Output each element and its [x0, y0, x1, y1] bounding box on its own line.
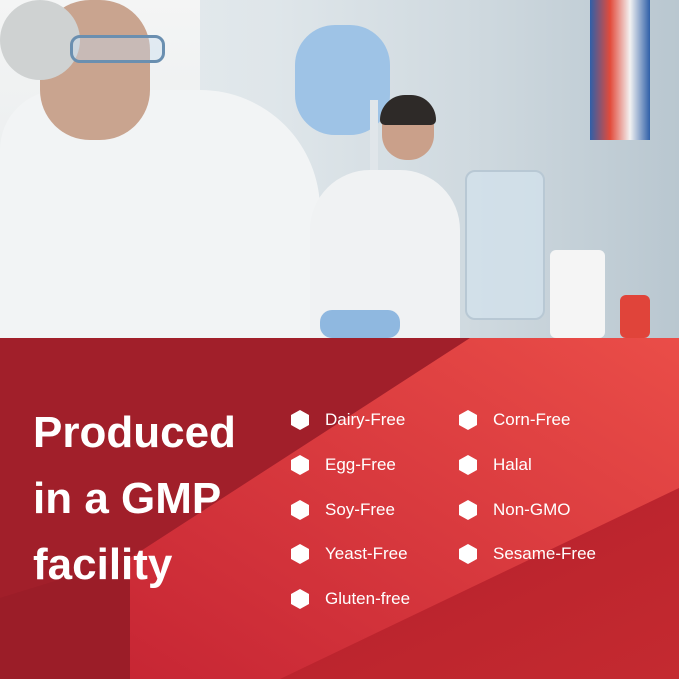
- hexagon-icon: [459, 500, 477, 520]
- diagonal-background-shapes: [0, 338, 679, 679]
- feature-yeast-free: Yeast-Free: [291, 544, 408, 564]
- feature-soy-free: Soy-Free: [291, 500, 395, 520]
- feature-corn-free: Corn-Free: [459, 410, 570, 430]
- feature-egg-free: Egg-Free: [291, 455, 396, 475]
- headline: Produced in a GMP facility: [33, 408, 236, 589]
- feature-label: Egg-Free: [325, 455, 396, 474]
- feature-label: Halal: [493, 455, 532, 474]
- hexagon-icon: [291, 500, 309, 520]
- hexagon-icon: [459, 544, 477, 564]
- hexagon-icon: [459, 410, 477, 430]
- feature-halal: Halal: [459, 455, 532, 475]
- hexagon-icon: [291, 544, 309, 564]
- feature-label: Soy-Free: [325, 500, 395, 519]
- feature-gluten-free: Gluten-free: [291, 589, 410, 609]
- hexagon-icon: [291, 589, 309, 609]
- feature-label: Gluten-free: [325, 589, 411, 608]
- feature-label: Corn-Free: [493, 410, 571, 429]
- feature-label: Sesame-Free: [493, 544, 596, 563]
- feature-label: Non-GMO: [493, 500, 571, 519]
- feature-label: Yeast-Free: [325, 544, 408, 563]
- hexagon-icon: [459, 455, 477, 475]
- feature-sesame-free: Sesame-Free: [459, 544, 596, 564]
- feature-dairy-free: Dairy-Free: [291, 410, 405, 430]
- lab-photo: [0, 0, 679, 338]
- hexagon-icon: [291, 455, 309, 475]
- red-info-panel: Produced in a GMP facility: [0, 338, 679, 679]
- feature-label: Dairy-Free: [325, 410, 406, 429]
- hexagon-icon: [291, 410, 309, 430]
- feature-non-gmo: Non-GMO: [459, 500, 570, 520]
